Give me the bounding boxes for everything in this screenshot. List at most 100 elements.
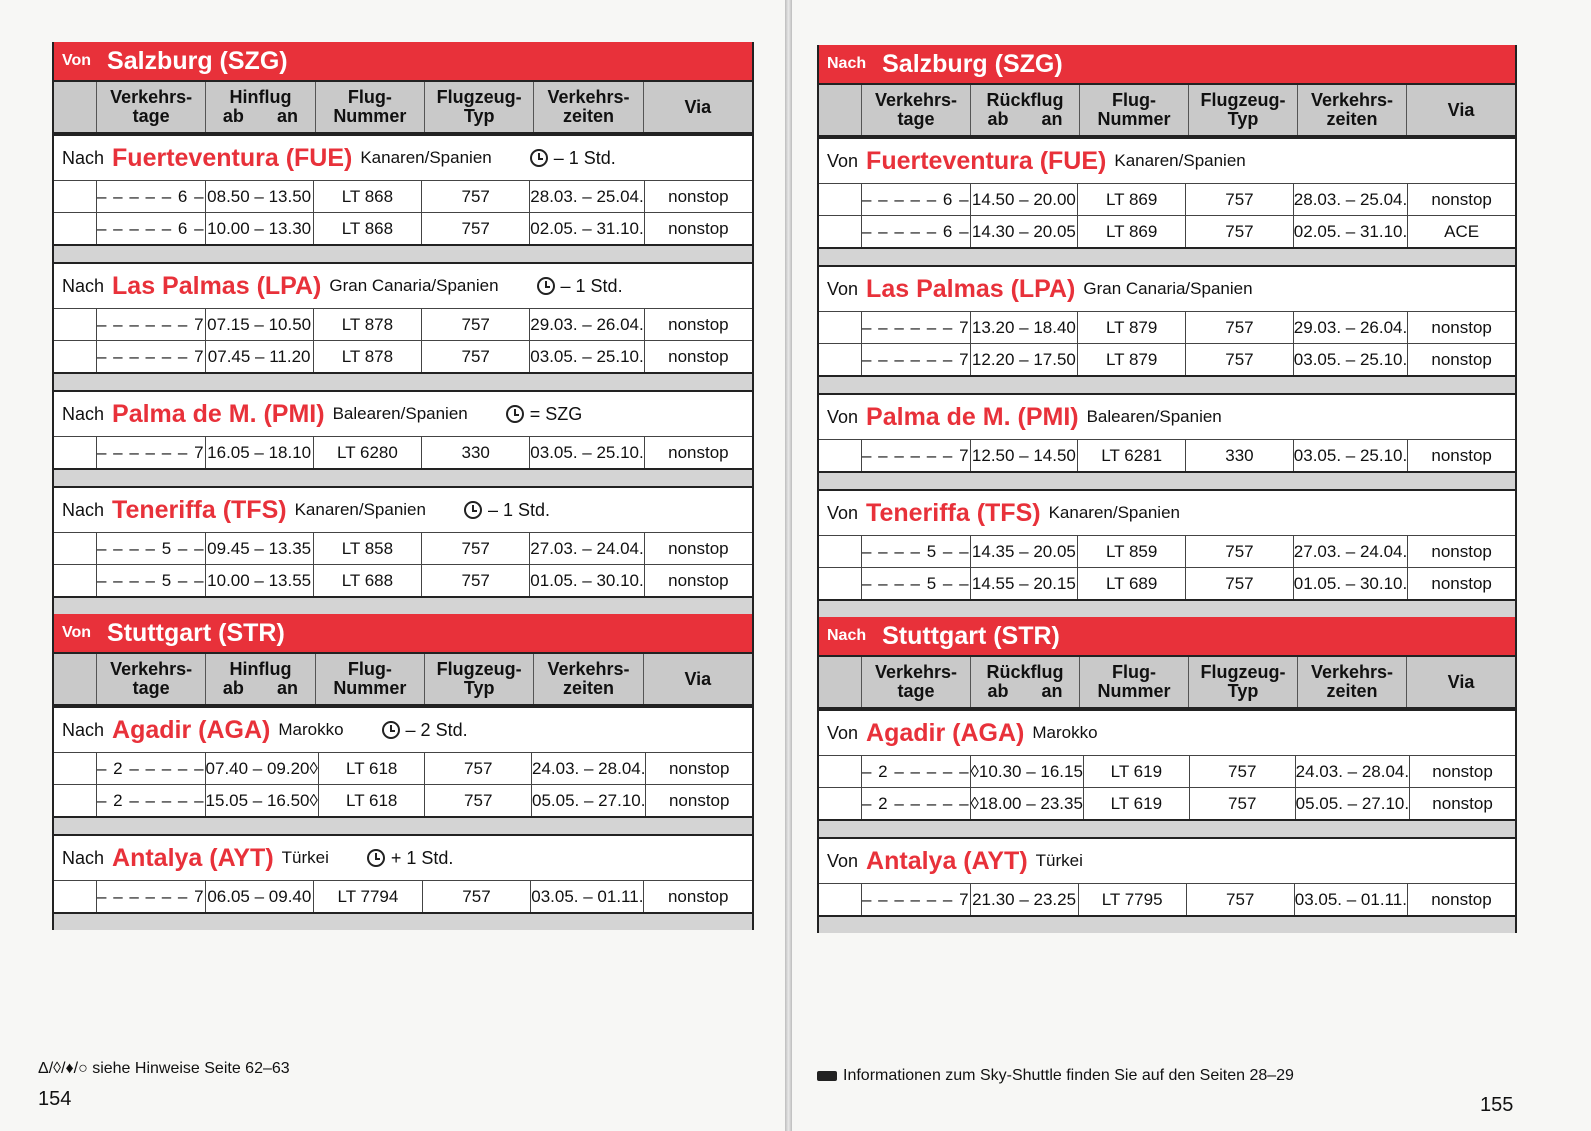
- destination-prefix: Von: [827, 850, 859, 871]
- cell-days: – – – – 5 – –: [861, 568, 970, 599]
- destination-name: Palma de M. (PMI): [112, 399, 325, 428]
- cell-days: – 2 – – – – –: [96, 785, 205, 816]
- cell-days: – – – – – – 7: [96, 881, 205, 912]
- cell-aircraft: 757: [1185, 216, 1293, 247]
- cell-aircraft: 757: [421, 341, 529, 372]
- flight-row: – – – – – 6 –14.50 – 20.00 LT 869 757 28.03…: [819, 183, 1515, 215]
- header-days-line2: tage: [897, 681, 935, 701]
- row-spacer: [819, 312, 861, 343]
- destination-prefix: Nach: [62, 847, 105, 868]
- destination-region: Türkei: [1035, 851, 1083, 870]
- flight-row: – – – – – 6 –10.00 – 13.30 LT 868 757 02.05…: [54, 212, 752, 244]
- cell-flight-number: LT 619: [1082, 756, 1189, 787]
- row-spacer: [54, 309, 96, 340]
- cell-via: nonstop: [1407, 184, 1515, 215]
- destination-region: Kanaren/Spanien: [1114, 151, 1246, 170]
- cell-days: – – – – 5 – –: [96, 533, 205, 564]
- header-period: Verkehrs-zeiten: [533, 82, 642, 132]
- destination-region: Marokko: [1032, 723, 1098, 742]
- destination-region: Türkei: [281, 848, 329, 867]
- flight-rows: – – – – 5 – –14.35 – 20.05 LT 859 757 27.03…: [819, 535, 1515, 601]
- flight-row: – – – – – 6 –08.50 – 13.50 LT 868 757 28.03…: [54, 180, 752, 212]
- cell-days: – – – – – – 7: [96, 437, 205, 468]
- banner-direction: Von: [62, 624, 92, 641]
- cell-flight-number: LT 879: [1077, 312, 1185, 343]
- cell-days: – 2 – – – – –: [861, 756, 970, 787]
- cell-times: 10.00 – 13.30: [204, 213, 313, 244]
- banner-direction: Von: [62, 52, 92, 69]
- flight-row: – – – – – – 7 16.05 – 18.10 LT 6280 330 03.0…: [54, 436, 752, 468]
- banner-direction: Nach: [827, 627, 867, 644]
- banner-city: Salzburg (SZG): [882, 49, 1063, 78]
- cell-flight-number: LT 618: [317, 785, 425, 816]
- cell-times: 14.50 – 20.00: [969, 184, 1078, 215]
- cell-period: 03.05. – 01.11.: [1293, 884, 1407, 915]
- book-gutter: [785, 0, 792, 1131]
- flight-row: – 2 – – – – – ◊10.30 – 16.15 LT 619 757 24.0…: [819, 755, 1515, 787]
- cell-flight-number: LT 869: [1077, 216, 1185, 247]
- destination-name: Agadir (AGA): [866, 718, 1025, 747]
- header-times: Hinflug ab an: [205, 82, 314, 132]
- cell-aircraft: 757: [421, 533, 529, 564]
- flight-rows: – – – – – 6 –08.50 – 13.50 LT 868 757 28.03…: [54, 180, 752, 246]
- cell-flight-number: LT 6280: [312, 437, 421, 468]
- destination-heading: Von Antalya (AYT) Türkei: [819, 837, 1515, 883]
- destination-name: Palma de M. (PMI): [866, 402, 1079, 431]
- destination-region: Gran Canaria/Spanien: [1083, 279, 1253, 298]
- destination-heading: Von Las Palmas (LPA) Gran Canaria/Spanien: [819, 265, 1515, 311]
- cell-period: 24.03. – 28.04.: [531, 753, 645, 784]
- destination-prefix: Nach: [62, 403, 105, 424]
- row-gap: [819, 249, 1515, 265]
- destination-heading: Nach Las Palmas (LPA) Gran Canaria/Spanien…: [54, 262, 752, 308]
- header-flight-number-line1: Flug-: [1112, 90, 1156, 110]
- flight-rows: – – – – – – 7 13.20 – 18.40 LT 879 757 29.03…: [819, 311, 1515, 377]
- destination-name: Antalya (AYT): [866, 846, 1028, 875]
- header-spacer: [819, 85, 861, 135]
- cell-aircraft: 757: [1185, 184, 1293, 215]
- header-aircraft-type-line2: Typ: [1227, 109, 1259, 129]
- destination-heading: Nach Palma de M. (PMI) Balearen/Spanien = S…: [54, 390, 752, 436]
- row-gap: [54, 374, 752, 390]
- cell-times: 14.30 – 20.05: [969, 216, 1078, 247]
- page-number: 154: [38, 1088, 72, 1110]
- header-period-line1: Verkehrs-: [547, 87, 630, 107]
- cell-flight-number: LT 619: [1082, 788, 1189, 819]
- cell-flight-number: LT 879: [1077, 344, 1185, 375]
- cell-times: ◊10.30 – 16.15: [969, 756, 1083, 787]
- flight-rows: – – – – – 6 –14.50 – 20.00 LT 869 757 28.03…: [819, 183, 1515, 249]
- time-difference-value: + 1 Std.: [390, 847, 454, 868]
- cell-period: 05.05. – 27.10.: [531, 785, 645, 816]
- header-period-line1: Verkehrs-: [547, 659, 630, 679]
- row-spacer: [819, 440, 861, 471]
- row-spacer: [54, 533, 96, 564]
- row-spacer: [819, 884, 861, 915]
- header-days-line1: Verkehrs-: [874, 662, 958, 682]
- destination-heading: Von Agadir (AGA) Marokko: [819, 709, 1515, 755]
- clock-icon: [505, 405, 524, 423]
- header-via: Via: [642, 82, 752, 132]
- header-aircraft-type: Flugzeug- Typ: [1188, 85, 1297, 135]
- timetable-right: Nach Salzburg (SZG) Verkehrs-tage Rückflug a…: [817, 45, 1517, 933]
- header-flight-number-line2: Nummer: [1097, 681, 1171, 701]
- cell-via: nonstop: [643, 437, 752, 468]
- header-flight-number: Flug- Nummer: [314, 654, 424, 704]
- header-period: Verkehrs-zeiten: [533, 654, 642, 704]
- cell-period: 03.05. – 25.10.: [1292, 344, 1407, 375]
- destination-prefix: Nach: [62, 499, 105, 520]
- cell-period: 02.05. – 31.10.: [529, 213, 644, 244]
- cell-times: 07.15 – 10.50: [204, 309, 313, 340]
- header-period-line2: zeiten: [562, 678, 614, 698]
- cell-times: 15.05 – 16.50◊: [204, 785, 318, 816]
- cell-via: nonstop: [1409, 788, 1515, 819]
- header-aircraft-type-line2: Typ: [1227, 681, 1259, 701]
- flight-rows: – – – – 5 – –09.45 – 13.35 LT 858 757 27.03…: [54, 532, 752, 598]
- header-flight-dir: Hinflug: [229, 659, 292, 679]
- row-gap: [819, 601, 1515, 617]
- row-gap: [54, 470, 752, 486]
- row-spacer: [819, 568, 861, 599]
- destination-prefix: Von: [827, 278, 859, 299]
- cell-aircraft: 757: [421, 565, 529, 596]
- cell-times: 16.05 – 18.10: [204, 437, 313, 468]
- header-flight-number-line1: Flug-: [1112, 662, 1156, 682]
- cell-days: – – – – – – 7: [861, 312, 970, 343]
